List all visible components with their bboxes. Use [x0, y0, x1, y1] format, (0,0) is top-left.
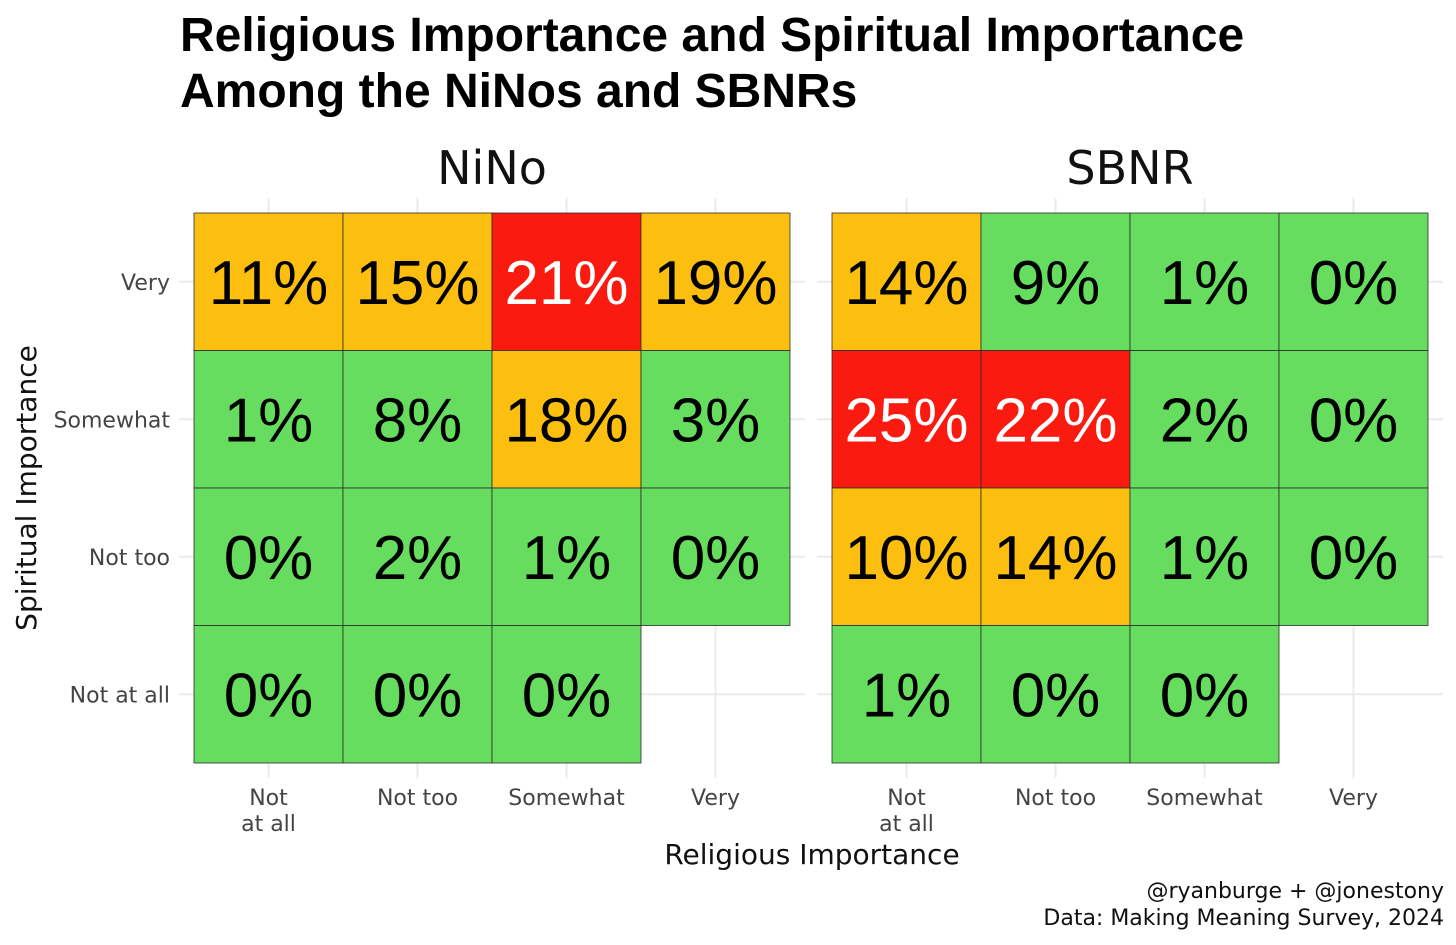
- x-axis-title: Religious Importance: [664, 838, 959, 871]
- heatmap-cell: [491, 625, 642, 764]
- cell-label: 1%: [862, 661, 952, 730]
- heatmap-cell: [193, 350, 344, 489]
- cell-label: 18%: [504, 386, 628, 455]
- chart-title-line-1: Religious Importance and Spiritual Impor…: [180, 9, 1245, 62]
- heatmap-cell: [980, 487, 1131, 626]
- x-tick-label: Not at all: [241, 786, 296, 837]
- cell-label: 1%: [1160, 524, 1250, 593]
- heatmap-cell: [1129, 212, 1280, 351]
- cell-label: 8%: [373, 386, 463, 455]
- cell-label: 0%: [1011, 661, 1101, 730]
- cell-label: 10%: [844, 524, 968, 593]
- heatmap-cell: [1278, 212, 1429, 351]
- heatmap-cell: [831, 212, 982, 351]
- heatmap-cell: [980, 625, 1131, 764]
- cell-label: 0%: [522, 661, 612, 730]
- cell-label: 0%: [373, 661, 463, 730]
- cell-label: 0%: [1160, 661, 1250, 730]
- caption-credit: @ryanburge + @jonestony: [1146, 879, 1444, 904]
- x-tick-label: Somewhat: [508, 786, 625, 811]
- x-tick-label: Very: [1329, 786, 1378, 811]
- heatmap-cell: [640, 487, 791, 626]
- heatmap-cell: [491, 212, 642, 351]
- y-tick-label: Not too: [89, 546, 170, 571]
- x-tick-label: Not too: [377, 786, 458, 811]
- heatmap-cell: [980, 350, 1131, 489]
- cell-label: 14%: [844, 249, 968, 318]
- heatmap-cell: [1278, 487, 1429, 626]
- heatmap-cell: [491, 350, 642, 489]
- cell-label: 2%: [373, 524, 463, 593]
- y-tick-label: Very: [121, 271, 170, 296]
- cell-label: 0%: [224, 661, 314, 730]
- x-tick-label: Somewhat: [1146, 786, 1263, 811]
- cell-label: 0%: [1309, 524, 1399, 593]
- heatmap-cell: [342, 350, 493, 489]
- heatmap-cell: [193, 625, 344, 764]
- heatmap-cell: [831, 350, 982, 489]
- y-tick-label: Not at all: [70, 683, 170, 708]
- heatmap-cell: [1129, 350, 1280, 489]
- chart-title: Religious Importance and Spiritual Impor…: [180, 8, 1440, 120]
- cell-label: 1%: [224, 386, 314, 455]
- heatmap-cell: [1278, 350, 1429, 489]
- cell-label: 21%: [504, 249, 628, 318]
- y-axis-title: Spiritual Importance: [10, 345, 43, 631]
- panel-title-sbnr: SBNR: [1066, 141, 1193, 195]
- cell-label: 15%: [355, 249, 479, 318]
- heatmap-cell: [831, 487, 982, 626]
- heatmap-cell: [342, 487, 493, 626]
- cell-label: 1%: [522, 524, 612, 593]
- chart-title-line-2: Among the NiNos and SBNRs: [180, 65, 858, 118]
- cell-label: 1%: [1160, 249, 1250, 318]
- heatmap-cell: [640, 212, 791, 351]
- cell-label: 14%: [993, 524, 1117, 593]
- heatmap-cell: [342, 625, 493, 764]
- cell-label: 0%: [224, 524, 314, 593]
- caption-source: Data: Making Meaning Survey, 2024: [1043, 906, 1444, 931]
- heatmap-cell: [1129, 625, 1280, 764]
- cell-label: 0%: [1309, 386, 1399, 455]
- cell-label: 0%: [1309, 249, 1399, 318]
- y-tick-label: Somewhat: [54, 408, 171, 433]
- heatmap-cell: [491, 487, 642, 626]
- cell-label: 2%: [1160, 386, 1250, 455]
- heatmap-cell: [1129, 487, 1280, 626]
- cell-label: 11%: [209, 249, 329, 318]
- heatmap-cell: [640, 350, 791, 489]
- cell-label: 22%: [993, 386, 1117, 455]
- cell-label: 3%: [671, 386, 761, 455]
- cell-label: 0%: [671, 524, 761, 593]
- cell-label: 25%: [844, 386, 968, 455]
- chart-caption: @ryanburge + @jonestony Data: Making Mea…: [1043, 878, 1444, 932]
- x-tick-label: Not too: [1015, 786, 1096, 811]
- cell-label: 9%: [1011, 249, 1101, 318]
- heatmap-cell: [831, 625, 982, 764]
- x-tick-label: Very: [691, 786, 740, 811]
- x-tick-label: Not at all: [879, 786, 934, 837]
- cell-label: 19%: [653, 249, 777, 318]
- heatmap-cell: [193, 212, 344, 351]
- panel-title-nino: NiNo: [437, 141, 547, 195]
- heatmap-cell: [193, 487, 344, 626]
